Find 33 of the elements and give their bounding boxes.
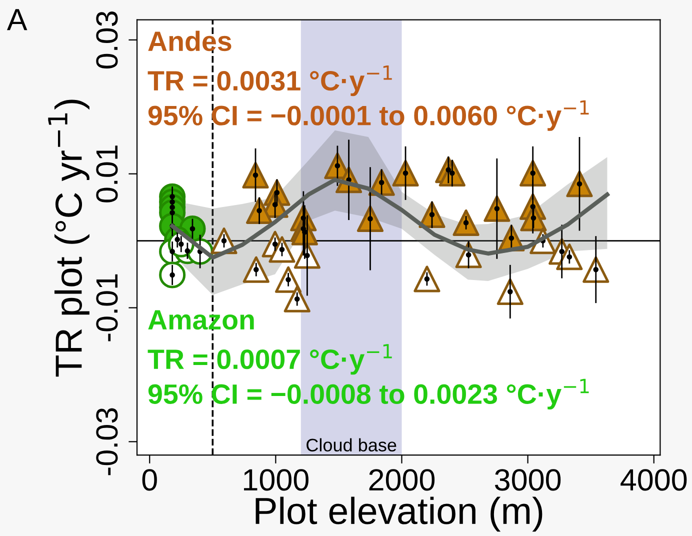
point xyxy=(452,209,480,236)
point xyxy=(566,170,593,198)
x-axis-title: Plot elevation (m) xyxy=(256,496,542,532)
point xyxy=(268,236,296,263)
annotation: 95% CI = −0.0008 to 0.0023 °C·y$^{−1}$ xyxy=(148,378,589,410)
point xyxy=(356,205,384,232)
point xyxy=(392,160,419,186)
annotation: Andes xyxy=(148,30,232,52)
band-label: Cloud base xyxy=(306,438,396,452)
point xyxy=(159,262,186,288)
point xyxy=(242,256,270,283)
y-tick-label: -0.03 xyxy=(96,408,118,476)
annotation: Amazon xyxy=(148,310,254,330)
x-tick-label: 1000 xyxy=(244,469,308,491)
x-tick-label: 2000 xyxy=(369,469,435,491)
annotation: TR = 0.0007 °C·y$^{−1}$ xyxy=(148,344,392,375)
annotation: TR = 0.0031 °C·y$^{−1}$ xyxy=(148,66,392,96)
point xyxy=(582,256,610,283)
x-tick-label: 0 xyxy=(142,469,157,491)
annotation: 95% CI = −0.0001 to 0.0060 °C·y$^{−1}$ xyxy=(148,100,589,131)
point xyxy=(242,162,269,188)
point xyxy=(520,160,546,186)
point xyxy=(246,197,273,224)
text: A xyxy=(6,9,28,30)
x-tick-label: 4000 xyxy=(620,469,687,491)
y-axis-title: TR plot (°C yr$^{−1}$) xyxy=(48,100,90,377)
point xyxy=(496,278,524,305)
point xyxy=(414,266,440,292)
y-tick-label: 0.01 xyxy=(96,146,118,202)
y-tick-label: 0.03 xyxy=(96,12,118,68)
y-tick-label: -0.01 xyxy=(96,274,118,342)
point xyxy=(284,286,310,312)
x-tick-label: 3000 xyxy=(494,469,561,491)
